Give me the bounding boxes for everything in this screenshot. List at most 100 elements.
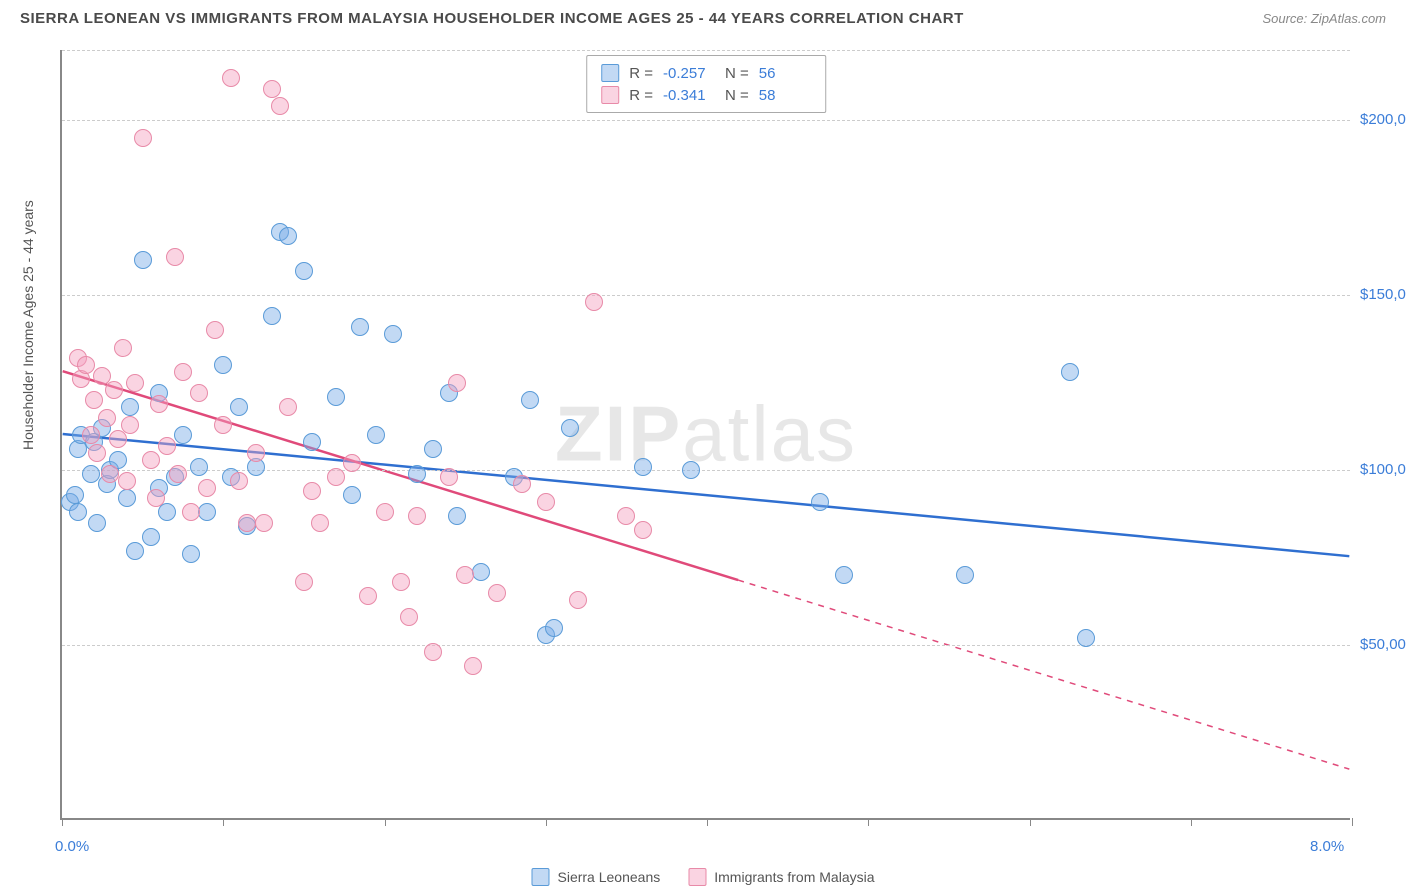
scatter-point — [230, 398, 248, 416]
scatter-point — [247, 444, 265, 462]
y-tick-label: $100,000 — [1360, 461, 1406, 478]
legend-item: Sierra Leoneans — [531, 868, 660, 886]
x-tick — [223, 818, 224, 826]
x-tick — [1352, 818, 1353, 826]
scatter-point — [118, 489, 136, 507]
legend-swatch — [688, 868, 706, 886]
stats-row: R =-0.341N =58 — [601, 84, 811, 106]
scatter-point — [343, 454, 361, 472]
scatter-point — [77, 356, 95, 374]
scatter-point — [271, 97, 289, 115]
stat-n-value: 56 — [759, 65, 811, 82]
legend-swatch — [601, 64, 619, 82]
scatter-point — [190, 458, 208, 476]
scatter-point — [384, 325, 402, 343]
scatter-point — [513, 475, 531, 493]
scatter-point — [134, 129, 152, 147]
scatter-point — [66, 486, 84, 504]
scatter-point — [448, 507, 466, 525]
scatter-point — [327, 468, 345, 486]
scatter-point — [166, 248, 184, 266]
scatter-point — [634, 458, 652, 476]
scatter-point — [105, 381, 123, 399]
scatter-point — [1061, 363, 1079, 381]
scatter-point — [408, 507, 426, 525]
scatter-point — [126, 542, 144, 560]
scatter-point — [121, 416, 139, 434]
scatter-point — [263, 80, 281, 98]
watermark-light: atlas — [682, 390, 857, 478]
bottom-legend: Sierra LeoneansImmigrants from Malaysia — [531, 868, 874, 886]
scatter-point — [88, 444, 106, 462]
y-axis-label: Householder Income Ages 25 - 44 years — [20, 200, 36, 450]
scatter-point — [617, 507, 635, 525]
scatter-point — [142, 451, 160, 469]
x-tick-label: 0.0% — [55, 838, 89, 855]
source-label: Source: ZipAtlas.com — [1262, 11, 1386, 26]
scatter-point — [169, 465, 187, 483]
scatter-point — [811, 493, 829, 511]
scatter-point — [206, 321, 224, 339]
watermark: ZIPatlas — [555, 389, 857, 480]
x-tick-label: 8.0% — [1310, 838, 1344, 855]
scatter-point — [488, 584, 506, 602]
y-tick-label: $50,000 — [1360, 636, 1406, 653]
legend-label: Sierra Leoneans — [557, 869, 660, 885]
y-tick-label: $200,000 — [1360, 111, 1406, 128]
scatter-point — [134, 251, 152, 269]
scatter-point — [569, 591, 587, 609]
scatter-point — [182, 545, 200, 563]
scatter-point — [311, 514, 329, 532]
scatter-point — [448, 374, 466, 392]
scatter-point — [98, 409, 116, 427]
scatter-point — [634, 521, 652, 539]
scatter-point — [121, 398, 139, 416]
stat-r-value: -0.257 — [663, 65, 715, 82]
scatter-point — [408, 465, 426, 483]
scatter-point — [222, 69, 240, 87]
stats-row: R = -0.257 N = 56 — [601, 62, 811, 84]
scatter-point — [835, 566, 853, 584]
scatter-point — [69, 503, 87, 521]
scatter-point — [114, 339, 132, 357]
scatter-point — [585, 293, 603, 311]
scatter-point — [255, 514, 273, 532]
scatter-point — [359, 587, 377, 605]
stats-box: R = -0.257 N = 56 R =-0.341N =58 — [586, 55, 826, 113]
scatter-point — [537, 493, 555, 511]
x-tick — [868, 818, 869, 826]
scatter-point — [327, 388, 345, 406]
scatter-point — [303, 433, 321, 451]
scatter-point — [174, 426, 192, 444]
x-tick — [385, 818, 386, 826]
scatter-point — [295, 573, 313, 591]
x-tick — [1030, 818, 1031, 826]
gridline — [62, 645, 1350, 646]
scatter-point — [198, 479, 216, 497]
trend-svg — [62, 50, 1350, 818]
scatter-point — [147, 489, 165, 507]
scatter-point — [263, 307, 281, 325]
legend-swatch — [601, 86, 619, 104]
scatter-point — [182, 503, 200, 521]
chart-plot-area: ZIPatlas R =-0.257N =56R =-0.341N =58 $5… — [60, 50, 1350, 820]
x-tick — [1191, 818, 1192, 826]
scatter-point — [1077, 629, 1095, 647]
x-tick — [707, 818, 708, 826]
scatter-point — [150, 395, 168, 413]
trend-line-extrapolated — [738, 580, 1349, 769]
scatter-point — [561, 419, 579, 437]
scatter-point — [456, 566, 474, 584]
scatter-point — [351, 318, 369, 336]
gridline — [62, 295, 1350, 296]
scatter-point — [126, 374, 144, 392]
scatter-point — [440, 468, 458, 486]
scatter-point — [472, 563, 490, 581]
scatter-point — [343, 486, 361, 504]
scatter-point — [303, 482, 321, 500]
scatter-point — [142, 528, 160, 546]
stat-n-label: N = — [725, 65, 749, 82]
scatter-point — [392, 573, 410, 591]
stat-r-label: R = — [629, 65, 653, 82]
scatter-point — [214, 356, 232, 374]
